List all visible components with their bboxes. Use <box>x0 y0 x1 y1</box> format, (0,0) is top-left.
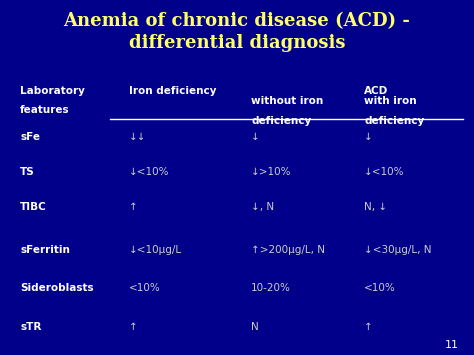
Text: ACD: ACD <box>364 86 389 96</box>
Text: ↓<30μg/L, N: ↓<30μg/L, N <box>364 245 432 255</box>
Text: TS: TS <box>20 167 35 177</box>
Text: <10%: <10% <box>364 283 396 294</box>
Text: ↑: ↑ <box>128 322 137 332</box>
Text: Laboratory: Laboratory <box>20 86 85 96</box>
Text: deficiency: deficiency <box>251 116 311 126</box>
Text: ↓<10μg/L: ↓<10μg/L <box>128 245 182 255</box>
Text: with iron: with iron <box>364 97 417 106</box>
Text: N, ↓: N, ↓ <box>364 202 387 212</box>
Text: N: N <box>251 322 259 332</box>
Text: ↓<10%: ↓<10% <box>364 167 405 177</box>
Text: features: features <box>20 105 70 115</box>
Text: ↑: ↑ <box>364 322 373 332</box>
Text: ↓>10%: ↓>10% <box>251 167 292 177</box>
Text: ↓<10%: ↓<10% <box>128 167 169 177</box>
Text: ↑>200μg/L, N: ↑>200μg/L, N <box>251 245 325 255</box>
Text: without iron: without iron <box>251 97 323 106</box>
Text: sFe: sFe <box>20 132 40 142</box>
Text: ↓: ↓ <box>251 132 260 142</box>
Text: 11: 11 <box>445 340 458 350</box>
Text: ↑: ↑ <box>128 202 137 212</box>
Text: Sideroblasts: Sideroblasts <box>20 283 94 294</box>
Text: <10%: <10% <box>128 283 160 294</box>
Text: ↓, N: ↓, N <box>251 202 274 212</box>
Text: ↓: ↓ <box>364 132 373 142</box>
Text: ↓↓: ↓↓ <box>128 132 146 142</box>
Text: 10-20%: 10-20% <box>251 283 291 294</box>
Text: Anemia of chronic disease (ACD) -
differential diagnosis: Anemia of chronic disease (ACD) - differ… <box>64 12 410 52</box>
Text: deficiency: deficiency <box>364 116 425 126</box>
Text: TIBC: TIBC <box>20 202 47 212</box>
Text: sFerritin: sFerritin <box>20 245 70 255</box>
Text: Iron deficiency: Iron deficiency <box>128 86 216 96</box>
Text: sTR: sTR <box>20 322 42 332</box>
